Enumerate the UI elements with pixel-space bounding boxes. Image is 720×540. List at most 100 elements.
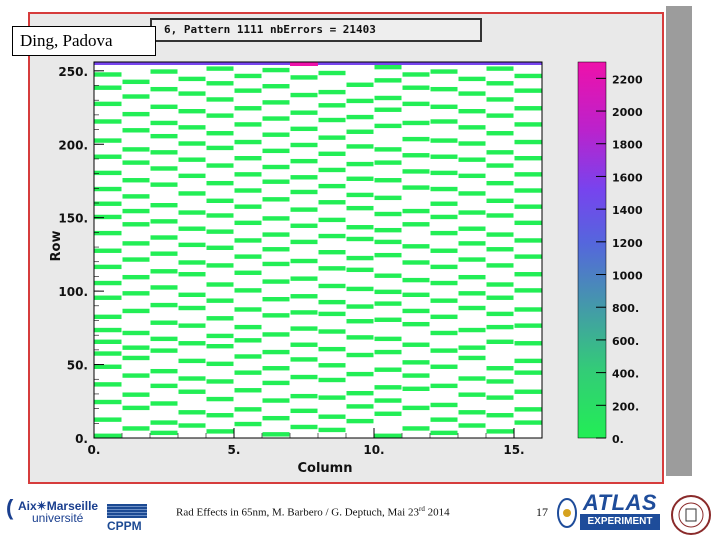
heatmap-cell xyxy=(318,299,346,305)
heatmap-cell xyxy=(94,327,122,333)
heatmap-cell xyxy=(374,317,402,322)
heatmap-cell xyxy=(346,236,374,242)
palette-tick-label: 1600 xyxy=(612,171,643,184)
heatmap-cell xyxy=(486,180,514,186)
heatmap-cell xyxy=(94,85,122,90)
cppm-logo: CPPM xyxy=(107,504,149,540)
heatmap-cell xyxy=(178,376,206,381)
heatmap-cell xyxy=(234,220,262,226)
heatmap-cell xyxy=(178,141,206,146)
heatmap-cell xyxy=(262,380,290,386)
heatmap-cell xyxy=(290,223,318,228)
heatmap-cell xyxy=(430,201,458,206)
heatmap-cell xyxy=(150,401,178,406)
heatmap-cell xyxy=(346,267,374,273)
heatmap-cell xyxy=(318,346,346,352)
cppm-logo-text: CPPM xyxy=(107,519,142,533)
heatmap-cell xyxy=(374,398,402,403)
palette-tick-label: 2000 xyxy=(612,106,643,119)
heatmap-cell xyxy=(486,429,514,434)
heatmap-cell xyxy=(150,302,178,308)
heatmap-cell xyxy=(262,100,290,105)
amu-logo-line2: université xyxy=(32,511,84,525)
heatmap-cell xyxy=(206,213,234,218)
heatmap-cell xyxy=(122,160,150,165)
heatmap-cell xyxy=(290,239,318,245)
heatmap-cell xyxy=(346,335,374,340)
heatmap-cell xyxy=(262,415,290,421)
heatmap-cell xyxy=(290,258,318,264)
heatmap-cell xyxy=(374,147,402,152)
top-row-band xyxy=(94,62,542,66)
heatmap-cell xyxy=(94,119,122,124)
heatmap-cell xyxy=(262,179,290,184)
heatmap-cell xyxy=(346,418,374,424)
heatmap-cell xyxy=(458,376,486,381)
heatmap-cell xyxy=(486,198,514,203)
heatmap-cell xyxy=(346,192,374,198)
heatmap-cell xyxy=(290,276,318,281)
heatmap-cell xyxy=(514,323,542,328)
heatmap-cell xyxy=(234,73,262,79)
heatmap-cell xyxy=(94,433,122,438)
heatmap-cell xyxy=(94,154,122,159)
palette-tick-label: 400. xyxy=(612,368,639,381)
heatmap-cell xyxy=(374,273,402,278)
author-label-box: Ding, Padova xyxy=(12,26,156,56)
heatmap-cell xyxy=(94,382,122,387)
heatmap-cell xyxy=(150,336,178,342)
heatmap-cell xyxy=(290,357,318,362)
heatmap-cell xyxy=(234,270,262,275)
heatmap-cell xyxy=(486,81,514,86)
heatmap-cell xyxy=(514,122,542,127)
palette-tick-label: 0. xyxy=(612,433,624,446)
heatmap-cell xyxy=(94,214,122,220)
heatmap-cell xyxy=(318,283,346,289)
heatmap-cell xyxy=(402,405,430,411)
heatmap-cell xyxy=(150,219,178,224)
heatmap-cell xyxy=(178,260,206,265)
heatmap-cell xyxy=(430,383,458,389)
heatmap-cell xyxy=(150,150,178,155)
heatmap-cell xyxy=(178,191,206,196)
heatmap-cell xyxy=(234,88,262,93)
heatmap-cell xyxy=(290,189,318,195)
atlas-detector-icon xyxy=(557,498,577,528)
heatmap-cell xyxy=(486,263,514,268)
heatmap-cell xyxy=(290,126,318,132)
heatmap-cells xyxy=(94,64,542,438)
heatmap-cell xyxy=(514,139,542,145)
heatmap-cell xyxy=(150,348,178,353)
heatmap-cell xyxy=(514,370,542,375)
heatmap-cell xyxy=(290,92,318,98)
heatmap-cell xyxy=(178,173,206,179)
heatmap-cell xyxy=(150,430,178,436)
heatmap-cell xyxy=(262,197,290,202)
heatmap-cell xyxy=(486,113,514,118)
heatmap-cell xyxy=(206,413,234,418)
heatmap-cell xyxy=(122,405,150,411)
heatmap-cell xyxy=(234,288,262,293)
heatmap-cell xyxy=(178,226,206,231)
heatmap-cell xyxy=(262,432,290,437)
heatmap-cell xyxy=(94,230,122,236)
heatmap-cell xyxy=(122,308,150,314)
heatmap-cell xyxy=(486,66,514,71)
heatmap-cell xyxy=(262,116,290,121)
heatmap-cell xyxy=(402,426,430,431)
heatmap-cell xyxy=(402,373,430,378)
heatmap-cell xyxy=(206,198,234,203)
heatmap-cell xyxy=(374,78,402,83)
x-axis: 0. 5. 10. 15. xyxy=(88,428,543,457)
heatmap-cell xyxy=(290,408,318,414)
heatmap-cell xyxy=(486,339,514,344)
plot-background xyxy=(94,62,542,438)
heatmap-cell xyxy=(458,327,486,333)
heatmap-cell xyxy=(178,323,206,328)
heatmap-cell xyxy=(430,264,458,270)
heatmap-cell xyxy=(514,288,542,293)
heatmap-cell xyxy=(458,410,486,415)
heatmap-cell xyxy=(402,169,430,174)
heatmap-cell xyxy=(290,158,318,164)
heatmap-cell xyxy=(206,97,234,102)
